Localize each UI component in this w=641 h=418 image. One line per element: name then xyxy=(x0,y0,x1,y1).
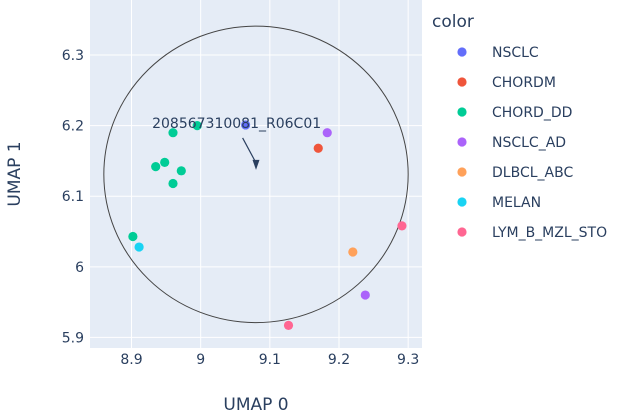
x-tick-label: 9.2 xyxy=(328,352,350,368)
legend-marker-lym-b-mzl-sto xyxy=(457,227,467,237)
data-point-chord-dd xyxy=(168,128,178,138)
legend-marker-chord-dd xyxy=(457,107,467,117)
y-tick-label: 6.1 xyxy=(62,189,84,205)
data-point-nsclc xyxy=(241,120,251,130)
legend-label-melan: MELAN xyxy=(492,195,541,211)
data-point-melan xyxy=(134,242,144,252)
legend-marker-nsclc-ad xyxy=(457,137,467,147)
data-point-nsclc-ad xyxy=(322,128,332,138)
plot-background xyxy=(90,0,422,348)
data-point-chord-dd xyxy=(151,161,161,172)
shape-layer xyxy=(103,25,409,324)
y-tick-label: 5.9 xyxy=(62,330,84,346)
y-axis-title: UMAP 1 xyxy=(5,141,25,206)
x-axis-title: UMAP 0 xyxy=(223,395,288,415)
y-axis-ticks: 5.9 6 6.1 6.2 6.3 xyxy=(62,48,84,346)
legend-label-lym-b-mzl-sto: LYM_B_MZL_STO xyxy=(492,225,607,241)
data-point-nsclc-ad xyxy=(360,290,370,300)
annotation-label: 208567310081_R06C01 xyxy=(152,116,321,132)
data-point-chordm xyxy=(313,143,323,153)
x-axis-ticks: 8.9 9 9.1 9.2 9.3 xyxy=(120,352,419,368)
data-point-dlbcl-abc xyxy=(348,247,358,257)
annotation-arrow-line xyxy=(242,137,257,164)
annotation-layer: 208567310081_R06C01 xyxy=(152,116,321,170)
legend-marker-nsclc xyxy=(457,47,467,57)
data-point-lym-b-mzl-sto xyxy=(283,320,294,331)
annotation-arrow-head xyxy=(252,159,260,170)
y-tick-label: 6.3 xyxy=(62,48,84,64)
legend-label-chordm: CHORDM xyxy=(492,75,556,91)
legend-label-dlbcl-abc: DLBCL_ABC xyxy=(492,165,573,181)
data-point-chord-dd xyxy=(176,166,186,176)
legend-label-nsclc-ad: NSCLC_AD xyxy=(492,135,566,151)
highlight-circle xyxy=(103,25,409,324)
data-point-chord-dd xyxy=(168,178,178,189)
legend-label-chord-dd: CHORD_DD xyxy=(492,105,572,121)
x-tick-label: 9 xyxy=(196,352,205,368)
legend: NSCLC CHORDM CHORD_DD NSCLC_AD DLBCL_ABC MELA… xyxy=(457,45,607,241)
x-tick-label: 9.1 xyxy=(259,352,281,368)
legend-marker-chordm xyxy=(457,77,467,87)
legend-marker-melan xyxy=(457,197,467,207)
y-tick-label: 6 xyxy=(75,260,84,276)
data-point-chord-dd xyxy=(192,121,202,131)
data-point-chord-dd xyxy=(160,157,170,167)
points-layer xyxy=(128,120,407,331)
data-point-lym-b-mzl-sto xyxy=(397,221,407,231)
legend-title: color xyxy=(432,12,474,32)
legend-marker-dlbcl-abc xyxy=(457,167,467,177)
x-tick-label: 8.9 xyxy=(120,352,142,368)
y-tick-label: 6.2 xyxy=(62,119,84,135)
legend-label-nsclc: NSCLC xyxy=(492,45,539,61)
x-tick-label: 9.3 xyxy=(397,352,419,368)
data-point-chord-dd xyxy=(128,231,138,242)
